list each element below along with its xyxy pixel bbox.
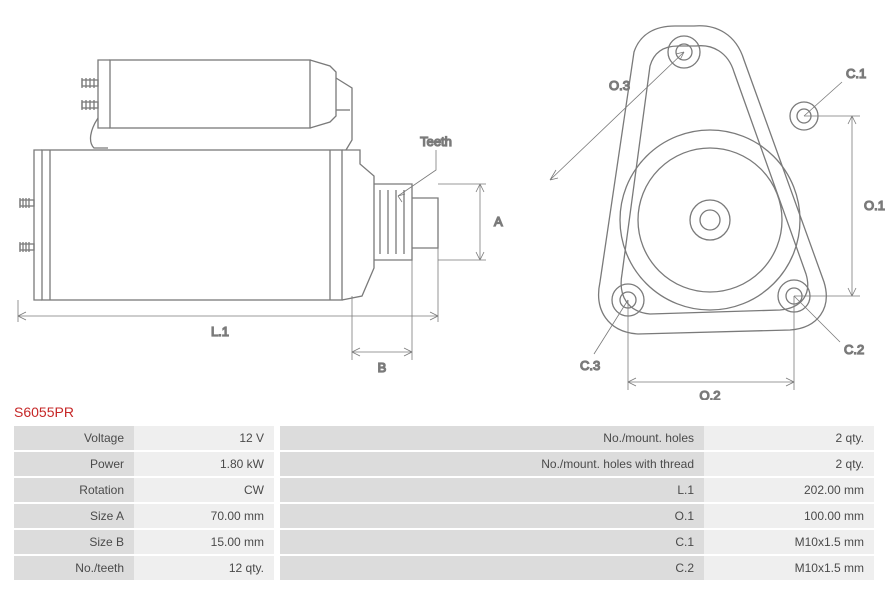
spec-value: 12 V bbox=[134, 426, 274, 452]
spec-value: 202.00 mm bbox=[704, 478, 874, 504]
spec-table: Voltage 12 V No./mount. holes 2 qty. Pow… bbox=[14, 426, 874, 582]
label-L1: L.1 bbox=[211, 324, 229, 339]
technical-drawing: L.1 B A Teeth bbox=[0, 0, 889, 400]
spec-label: No./teeth bbox=[14, 556, 134, 582]
label-C1: C.1 bbox=[846, 66, 866, 81]
spec-value: 2 qty. bbox=[704, 426, 874, 452]
spec-value: 15.00 mm bbox=[134, 530, 274, 556]
part-number: S6055PR bbox=[14, 404, 74, 420]
table-row: Rotation CW L.1 202.00 mm bbox=[14, 478, 874, 504]
table-row: Voltage 12 V No./mount. holes 2 qty. bbox=[14, 426, 874, 452]
spec-label: C.1 bbox=[280, 530, 704, 556]
front-view: O.1 O.2 O.3 C.1 C.2 C.3 bbox=[550, 26, 885, 400]
label-O1: O.1 bbox=[864, 198, 885, 213]
label-A: A bbox=[494, 214, 503, 229]
label-B: B bbox=[378, 360, 387, 375]
table-row: Size B 15.00 mm C.1 M10x1.5 mm bbox=[14, 530, 874, 556]
spec-value: 100.00 mm bbox=[704, 504, 874, 530]
spec-label: C.2 bbox=[280, 556, 704, 582]
spec-value: 12 qty. bbox=[134, 556, 274, 582]
spec-label: O.1 bbox=[280, 504, 704, 530]
spec-label: Rotation bbox=[14, 478, 134, 504]
spec-label: Power bbox=[14, 452, 134, 478]
spec-value: M10x1.5 mm bbox=[704, 530, 874, 556]
spec-value: 1.80 kW bbox=[134, 452, 274, 478]
spec-label: Size A bbox=[14, 504, 134, 530]
spec-value: M10x1.5 mm bbox=[704, 556, 874, 582]
spec-value: 2 qty. bbox=[704, 452, 874, 478]
table-row: No./teeth 12 qty. C.2 M10x1.5 mm bbox=[14, 556, 874, 582]
table-row: Size A 70.00 mm O.1 100.00 mm bbox=[14, 504, 874, 530]
spec-label: No./mount. holes bbox=[280, 426, 704, 452]
side-view: L.1 B A Teeth bbox=[18, 60, 503, 375]
label-teeth: Teeth bbox=[420, 134, 452, 149]
diagram-svg: L.1 B A Teeth bbox=[0, 0, 889, 400]
spec-label: L.1 bbox=[280, 478, 704, 504]
spec-label: Size B bbox=[14, 530, 134, 556]
spec-label: Voltage bbox=[14, 426, 134, 452]
spec-label: No./mount. holes with thread bbox=[280, 452, 704, 478]
label-O2: O.2 bbox=[700, 388, 721, 400]
label-O3: O.3 bbox=[609, 78, 630, 93]
spec-value: 70.00 mm bbox=[134, 504, 274, 530]
label-C2: C.2 bbox=[844, 342, 864, 357]
spec-value: CW bbox=[134, 478, 274, 504]
table-row: Power 1.80 kW No./mount. holes with thre… bbox=[14, 452, 874, 478]
label-C3: C.3 bbox=[580, 358, 600, 373]
